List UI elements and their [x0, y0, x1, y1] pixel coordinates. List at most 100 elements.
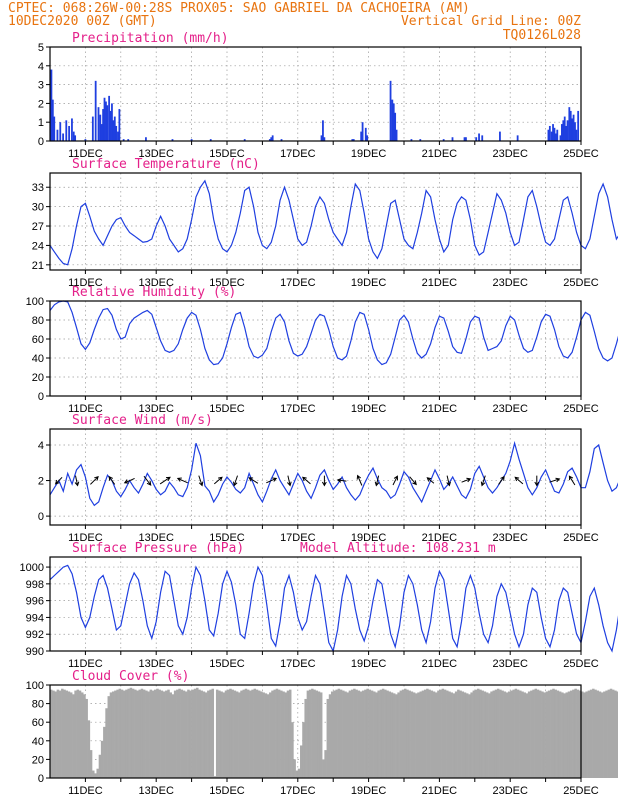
- cloud-bar: [109, 692, 113, 778]
- cloud-bar: [496, 688, 500, 778]
- cloud-bar: [585, 691, 588, 778]
- wind-ytick-label: 2: [38, 476, 44, 488]
- precip-bar: [68, 125, 71, 141]
- precip-bar: [569, 110, 572, 141]
- wind-xtick-label: 25DEC: [563, 532, 599, 544]
- cloud-bar: [421, 690, 425, 778]
- temp-xtick-label: 17DEC: [280, 277, 316, 289]
- cloud-ytick-label: 100: [26, 680, 44, 692]
- rh-ytick-label: 80: [32, 315, 44, 327]
- precip-bar: [395, 129, 398, 141]
- cloud-bar: [178, 688, 181, 778]
- precip-bar: [550, 131, 553, 141]
- wind-frame: [49, 428, 582, 526]
- cloud-bar: [594, 689, 597, 778]
- precip-bar: [394, 112, 397, 141]
- precip-ytick-label: 0: [38, 136, 44, 148]
- cloud-bar: [74, 690, 77, 778]
- cloud-bar: [470, 692, 473, 778]
- precip-bar: [577, 110, 580, 141]
- header-model-code: TQ0126L028: [503, 28, 581, 43]
- cloud-bar: [472, 690, 476, 778]
- cloud-bar: [474, 689, 478, 778]
- cloud-bar: [554, 689, 557, 778]
- cloud-bar: [213, 776, 217, 778]
- cloud-bar: [390, 692, 394, 778]
- precip-bar: [499, 131, 501, 141]
- temp-line: [49, 179, 618, 266]
- precip-bar: [51, 99, 54, 141]
- precip-bar: [516, 135, 519, 141]
- cloud-bar: [182, 690, 186, 778]
- rh-ytick-label: 100: [26, 296, 44, 308]
- cloud-bar: [196, 687, 199, 778]
- cloud-bar: [255, 689, 259, 778]
- wind-arrow: [74, 475, 80, 487]
- wind-xtick-label: 15DEC: [209, 532, 245, 544]
- cloud-bar: [204, 692, 208, 778]
- cloud-bar: [235, 691, 239, 778]
- rh-xtick-label: 19DEC: [351, 403, 387, 415]
- cloud-bar: [368, 689, 372, 778]
- cloud-bar: [386, 690, 389, 778]
- cloud-bar: [116, 689, 119, 778]
- cloud-bar: [111, 691, 115, 778]
- precip-bar: [102, 109, 104, 141]
- pres-ytick-label: 1000: [20, 562, 44, 574]
- wind-arrow: [461, 477, 472, 483]
- cloud-bar: [83, 694, 86, 778]
- cloud-bar: [92, 770, 95, 778]
- temp-xtick-label: 13DEC: [138, 277, 174, 289]
- precip-bar: [442, 139, 445, 141]
- cloud-bar: [578, 690, 582, 778]
- temp-xtick-label: 23DEC: [492, 277, 528, 289]
- pres-xtick-label: 15DEC: [209, 658, 245, 670]
- precip-bar: [351, 139, 354, 141]
- wind-xtick-label: 11DEC: [68, 532, 103, 544]
- cloud-bar: [165, 690, 168, 778]
- cloud-bar: [510, 690, 513, 778]
- cloud-bar: [105, 708, 108, 778]
- cloud-xtick-label: 21DEC: [422, 785, 458, 797]
- precip-bar: [552, 124, 554, 141]
- precip-xtick-label: 15DEC: [209, 148, 245, 160]
- precip-bar: [50, 69, 53, 141]
- cloud-bar: [581, 691, 584, 778]
- rh-title: Relative Humidity (%): [72, 285, 236, 300]
- precip-bar: [103, 97, 106, 141]
- cloud-bar: [63, 689, 66, 778]
- pres-xtick-label: 11DEC: [68, 658, 103, 670]
- cloud-bar: [297, 768, 301, 778]
- cloud-bar: [428, 689, 431, 778]
- cloud-bar: [417, 692, 420, 778]
- precip-bar: [190, 139, 193, 141]
- precip-bar: [268, 139, 271, 141]
- precip-xtick-label: 25DEC: [563, 148, 599, 160]
- cloud-bar: [134, 689, 137, 778]
- cloud-bar: [103, 726, 106, 778]
- cloud-bar: [246, 689, 250, 778]
- wind-arrow: [514, 476, 524, 485]
- precip-bar: [91, 116, 94, 141]
- cloud-bar: [96, 768, 99, 778]
- cloud-bar: [589, 689, 593, 778]
- cloud-bar: [207, 690, 210, 778]
- cloud-bar: [477, 688, 480, 778]
- cloud-bar: [561, 692, 564, 778]
- cloud-bar: [264, 693, 268, 778]
- wind-xtick-label: 21DEC: [422, 532, 458, 544]
- cloud-bar: [140, 688, 144, 778]
- cloud-bar: [257, 690, 261, 778]
- wind-arrow: [302, 476, 311, 485]
- cloud-bar: [545, 691, 549, 778]
- cloud-bar: [211, 688, 215, 778]
- cloud-bar: [286, 690, 290, 778]
- precip-xtick-label: 17DEC: [280, 148, 316, 160]
- cloud-bar: [215, 689, 219, 778]
- cloud-bar: [607, 689, 611, 778]
- cloud-bar: [406, 689, 409, 778]
- precip-bar: [419, 139, 422, 141]
- wind-line: [49, 440, 618, 507]
- cloud-bar: [180, 689, 184, 778]
